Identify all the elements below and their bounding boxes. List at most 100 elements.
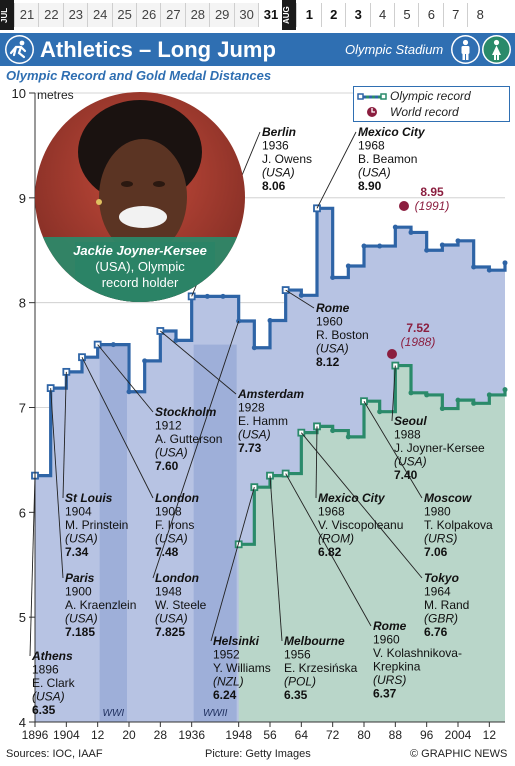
annotation-value: 6.35 — [32, 703, 56, 717]
legend-olympic-record-label: Olympic record — [390, 89, 471, 103]
leader-line — [285, 289, 315, 309]
men-point — [439, 242, 445, 248]
x-tick-label: 80 — [357, 728, 371, 742]
annotation-year: 1964 — [424, 585, 451, 599]
annotation-year: 1928 — [238, 401, 265, 415]
leader-line — [160, 330, 237, 395]
annotation-value: 8.12 — [316, 355, 340, 369]
annotation-value: 7.40 — [394, 468, 418, 482]
men-point — [267, 317, 273, 323]
annotation-value: 7.825 — [155, 625, 185, 639]
annotation-year: 1988 — [394, 428, 421, 442]
annotation-city: London — [155, 571, 199, 585]
men-line — [35, 206, 507, 478]
x-tick-label: 88 — [389, 728, 403, 742]
annotation-country: (USA) — [65, 612, 98, 626]
annotation-name: M. Prinstein — [65, 518, 128, 532]
women-point — [424, 392, 430, 398]
annotation-year: 1968 — [358, 139, 385, 153]
calendar-day: 3 — [345, 3, 370, 27]
annotation-name: B. Beamon — [358, 152, 417, 166]
y-tick-label: 5 — [19, 610, 26, 625]
annotation-year: 1904 — [65, 505, 92, 519]
women-point — [471, 400, 477, 406]
annotation-country: (USA) — [394, 455, 427, 469]
caption-name: Jackie Joyner-Kersee — [73, 243, 207, 258]
chart-legend: Olympic record World record — [353, 86, 510, 122]
annotation-city: Mexico City — [358, 125, 426, 139]
legend-world-record-icon — [367, 107, 377, 117]
leader-line — [152, 320, 240, 579]
men-point — [486, 267, 492, 273]
women-point — [377, 409, 383, 415]
leader-line — [363, 400, 423, 499]
leader-line — [210, 487, 255, 642]
annotation-year: 1960 — [373, 633, 400, 647]
annotation-country: (NZL) — [213, 675, 244, 689]
men-point — [408, 229, 414, 235]
men-point — [204, 293, 210, 299]
women-world-record-icon — [387, 349, 397, 359]
men-point — [345, 263, 351, 269]
annotation-country: (URS) — [373, 673, 406, 687]
annotation-name: J. Joyner-Kersee — [394, 441, 485, 455]
leader-line — [97, 344, 154, 413]
annotation-name: F. Irons — [155, 518, 194, 532]
leader-line — [81, 356, 154, 499]
men-icon — [451, 35, 480, 64]
men-point — [361, 243, 367, 249]
women-area-fill — [238, 365, 505, 722]
women-point — [439, 406, 445, 412]
x-tick-label: 64 — [295, 728, 309, 742]
men-point — [330, 275, 336, 281]
leader-line — [50, 388, 64, 579]
y-tick-label: 8 — [19, 296, 26, 311]
men-point — [142, 358, 148, 364]
copyright-text: © GRAPHIC NEWS — [410, 748, 508, 760]
title-bar — [0, 33, 515, 66]
annotation-year: 1908 — [155, 505, 182, 519]
annotation-year: 1912 — [155, 419, 182, 433]
women-point — [345, 434, 351, 440]
men-point — [392, 224, 398, 230]
calendar-day: 29 — [209, 3, 235, 27]
annotation-country: (USA) — [238, 428, 271, 442]
annotation-name: E. Clark — [32, 676, 76, 690]
x-tick-label: 20 — [122, 728, 136, 742]
men-point — [298, 292, 304, 298]
men-world-record-icon — [399, 201, 409, 211]
calendar-day: 2 — [320, 3, 346, 27]
leader-line — [269, 475, 283, 642]
calendar-day: 28 — [184, 3, 210, 27]
annotation-country: (USA) — [316, 342, 349, 356]
picture-credit: Picture: Getty Images — [205, 748, 311, 760]
annotation-city: St Louis — [65, 491, 113, 505]
chart-subtitle: Olympic Record and Gold Medal Distances — [6, 68, 272, 83]
annotation-year: 1956 — [284, 648, 311, 662]
annotation-name: M. Rand — [424, 598, 469, 612]
annotation-value: 6.35 — [284, 688, 308, 702]
men-point — [424, 247, 430, 253]
x-tick-label: 12 — [483, 728, 497, 742]
y-axis-label: metres — [37, 88, 74, 102]
annotation-city: Rome — [373, 619, 407, 633]
men-point — [455, 238, 461, 244]
annotation-country: (USA) — [65, 532, 98, 546]
annotation-value: 6.76 — [424, 625, 448, 639]
wwii-label: WWII — [203, 708, 228, 719]
annotation-city: Stockholm — [155, 405, 217, 419]
calendar-day: 4 — [369, 3, 395, 27]
x-tick-label: 56 — [263, 728, 277, 742]
long-jump-icon — [5, 35, 34, 64]
men-point — [220, 293, 226, 299]
wwii-band — [193, 344, 237, 722]
women-icon — [482, 35, 511, 64]
women-world-record-year: (1988) — [401, 335, 436, 349]
